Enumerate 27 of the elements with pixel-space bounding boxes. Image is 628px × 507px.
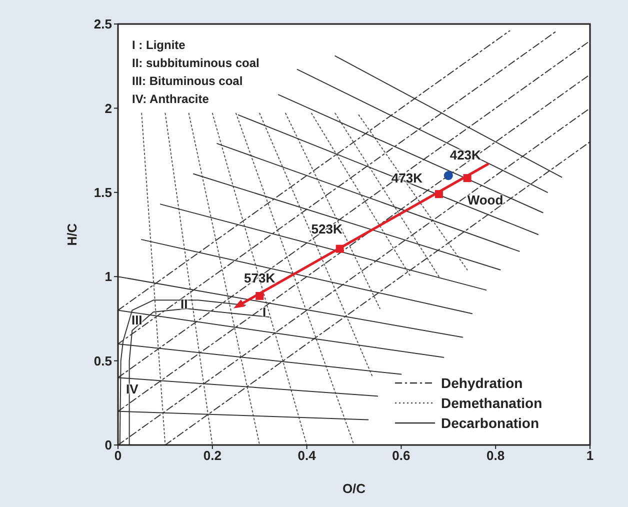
legend-label: Decarbonation [441,415,540,431]
annotation: 523K [311,221,342,236]
annotation: I : Lignite [132,37,186,54]
x-tick-label: 0.6 [392,448,410,464]
x-axis-title: O/C [342,481,366,496]
y-tick-label: 1 [104,269,112,284]
legend-label: Dehydration [441,375,523,391]
annotation: 573K [244,270,276,286]
y-tick-label: 0 [104,438,112,453]
y-tick-label: 2.5 [94,16,112,32]
annotation: II: subbituminous coal [132,55,260,72]
annotation: IV: Anthracite [132,91,210,108]
y-tick-label: 0.5 [94,353,112,368]
x-tick-label: 0.4 [298,448,317,464]
x-tick-label: 1 [586,448,594,464]
y-tick-label: 2 [104,100,112,116]
annotation: Wood [467,192,504,208]
y-tick-label: 1.5 [94,185,112,200]
x-tick-label: 0.8 [486,448,505,464]
x-tick-label: 0.2 [203,448,222,464]
annotation: II [180,296,188,312]
annotation: III: Bituminous coal [132,73,244,90]
x-tick-label: 0 [114,448,122,464]
annotation: I [262,304,266,320]
annotation: III [131,312,142,328]
y-axis-title: H/C [64,222,80,246]
legend-label: Demethanation [441,395,542,411]
